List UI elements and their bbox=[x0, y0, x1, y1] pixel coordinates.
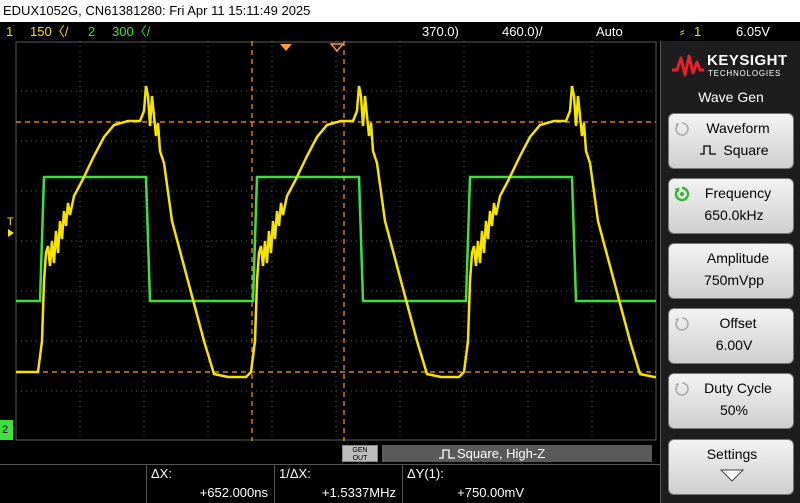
trigger-arrow-icon bbox=[8, 229, 14, 237]
inverse-delta-x-key: 1/ΔX: bbox=[279, 466, 311, 481]
brand-name: KEYSIGHT bbox=[707, 52, 788, 69]
amplitude-label: Amplitude bbox=[706, 250, 770, 266]
menu-title: Wave Gen bbox=[698, 89, 764, 105]
delta-x-value: +652.000ns bbox=[199, 485, 268, 500]
duty-cycle-softkey[interactable]: Duty Cycle 50% bbox=[668, 373, 794, 429]
frequency-value: 650.0kHz bbox=[704, 207, 764, 223]
square-wave-icon bbox=[439, 449, 455, 459]
waveform-value: Square bbox=[669, 142, 795, 158]
trigger-slope-icon: ⸗ bbox=[680, 24, 685, 39]
trigger-source[interactable]: 1 bbox=[694, 24, 702, 39]
ch2-scale[interactable]: 300〈/ bbox=[112, 24, 151, 39]
knob-icon bbox=[675, 382, 689, 396]
frequency-label: Frequency bbox=[704, 185, 772, 201]
time-scale[interactable]: 460.0)/ bbox=[502, 24, 543, 39]
waveform-label: Waveform bbox=[706, 120, 770, 136]
knob-icon bbox=[675, 317, 689, 331]
delta-y-key: ΔY(1): bbox=[407, 466, 444, 481]
ch2-number[interactable]: 2 bbox=[88, 24, 96, 39]
offset-value: 6.00V bbox=[715, 337, 753, 353]
settings-softkey[interactable]: Settings bbox=[668, 439, 794, 495]
waveform-value-text: Square bbox=[723, 142, 769, 158]
amplitude-softkey[interactable]: Amplitude 750mVpp bbox=[668, 243, 794, 299]
offset-softkey[interactable]: Offset 6.00V bbox=[668, 308, 794, 364]
title-text: EDUX1052G, CN61381280: Fri Apr 11 15:11:… bbox=[3, 3, 311, 18]
graticule bbox=[15, 41, 657, 441]
ch2-marker-label: 2 bbox=[2, 424, 8, 436]
cursor-x2-marker[interactable] bbox=[329, 43, 345, 53]
gen-out-line2: OUT bbox=[352, 455, 368, 462]
inverse-delta-x-value: +1.5337MHz bbox=[321, 485, 396, 500]
entry-knob-icon bbox=[674, 186, 690, 202]
ch2-ground-marker[interactable] bbox=[0, 420, 13, 440]
gen-out-indicator[interactable]: GEN OUT bbox=[342, 445, 378, 462]
frequency-softkey[interactable]: Frequency 650.0kHz bbox=[668, 178, 794, 234]
status-bar: 1 150〈/ 2 300〈/ 370.0) 460.0)/ Auto ⸗ 1 … bbox=[0, 22, 800, 41]
waveform-softkey[interactable]: Waveform Square bbox=[668, 113, 794, 169]
square-wave-icon bbox=[700, 145, 717, 155]
trigger-level-marker[interactable]: T bbox=[7, 216, 14, 228]
delta-x-readout: ΔX: +652.000ns bbox=[146, 465, 274, 503]
title-bar: EDUX1052G, CN61381280: Fri Apr 11 15:11:… bbox=[0, 0, 800, 22]
keysight-wave-icon bbox=[672, 54, 704, 77]
delta-x-key: ΔX: bbox=[151, 466, 172, 481]
amplitude-value: 750mVpp bbox=[704, 272, 764, 288]
ch2-waveform bbox=[16, 175, 656, 303]
wavegen-summary-text: Square, High-Z bbox=[457, 446, 546, 461]
knob-icon bbox=[675, 122, 689, 136]
delta-y-value: +750.00mV bbox=[457, 485, 524, 500]
softkey-panel: KEYSIGHT TECHNOLOGIES Wave Gen Waveform … bbox=[660, 41, 800, 503]
offset-label: Offset bbox=[719, 315, 757, 331]
ch1-number[interactable]: 1 bbox=[6, 24, 14, 39]
inverse-delta-x-readout: 1/ΔX: +1.5337MHz bbox=[274, 465, 402, 503]
brand-subtitle: TECHNOLOGIES bbox=[708, 69, 782, 78]
duty-cycle-label: Duty Cycle bbox=[704, 380, 772, 396]
duty-cycle-value: 50% bbox=[719, 402, 749, 418]
time-delay[interactable]: 370.0) bbox=[422, 24, 459, 39]
waveform-display[interactable]: T 2 bbox=[0, 41, 660, 441]
settings-label: Settings bbox=[706, 446, 758, 462]
ch1-waveform bbox=[16, 85, 656, 379]
ch1-scale[interactable]: 150〈/ bbox=[30, 24, 69, 39]
wavegen-summary: Square, High-Z bbox=[382, 445, 652, 462]
gen-out-line1: GEN bbox=[352, 447, 368, 454]
cursor-measurements: ΔX: +652.000ns 1/ΔX: +1.5337MHz ΔY(1): +… bbox=[0, 464, 660, 503]
delta-y-readout: ΔY(1): +750.00mV bbox=[402, 465, 530, 503]
down-arrow-icon bbox=[719, 469, 745, 482]
trigger-mode[interactable]: Auto bbox=[596, 24, 623, 39]
trigger-position-marker[interactable] bbox=[280, 44, 292, 51]
bottom-bar: GEN OUT Square, High-Z ΔX: +652.000ns 1/… bbox=[0, 441, 660, 503]
keysight-logo: KEYSIGHT TECHNOLOGIES bbox=[667, 47, 795, 87]
trigger-level[interactable]: 6.05V bbox=[736, 24, 770, 39]
